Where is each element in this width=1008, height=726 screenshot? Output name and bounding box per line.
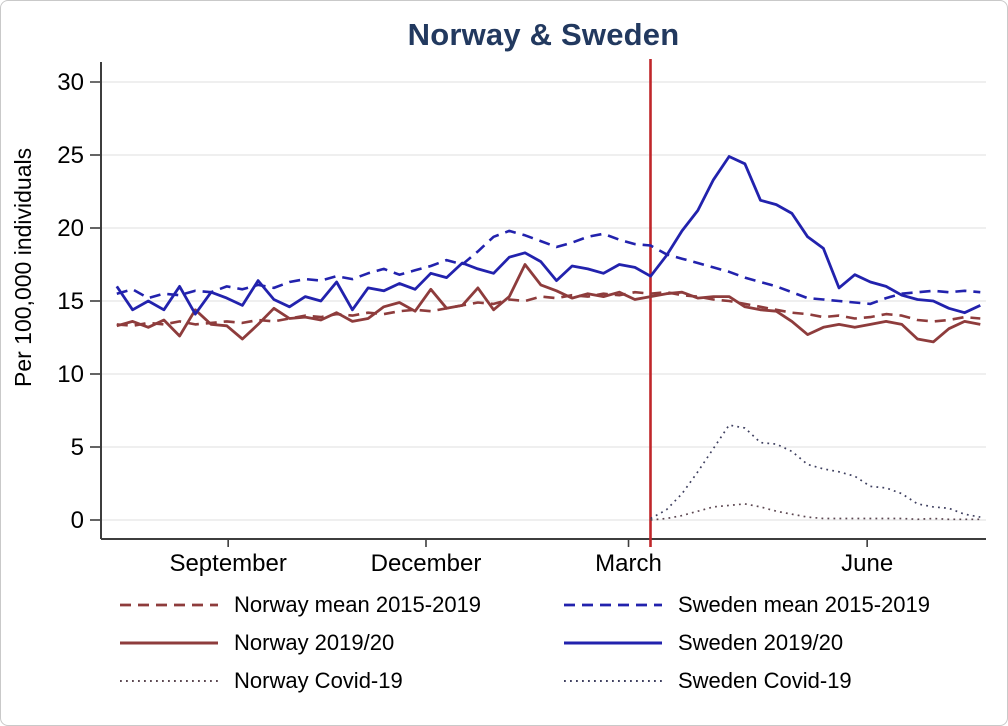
legend-item-sweden-mean: Sweden mean 2015-2019: [563, 593, 979, 617]
ytick-label-15: 15: [57, 288, 84, 315]
ytick-label-0: 0: [71, 507, 84, 534]
legend-item-sweden-201920: Sweden 2019/20: [563, 631, 979, 655]
series-line-norway-covid-19: [650, 503, 981, 521]
series-line-sweden-covid-19: [650, 424, 981, 520]
ytick-label-30: 30: [57, 69, 84, 96]
legend-label-norway-201920: Norway 2019/20: [234, 630, 395, 655]
ytick-label-20: 20: [57, 215, 84, 242]
ytick-label-5: 5: [71, 434, 84, 461]
ytick-label-10: 10: [57, 361, 84, 388]
legend-item-sweden-covid: Sweden Covid-19: [563, 669, 979, 693]
y-axis-title: Per 100,000 individuals: [10, 148, 36, 387]
legend-swatch-norway-mean: [120, 603, 218, 607]
xtick-label-september: September: [169, 550, 286, 577]
legend-item-norway-covid: Norway Covid-19: [119, 669, 563, 693]
series-line-norway-2019-20: [116, 263, 981, 344]
legend-label-sweden-201920: Sweden 2019/20: [678, 630, 844, 655]
series-line-sweden-2019-20: [115, 155, 981, 316]
legend-swatch-sweden-covid: [564, 680, 662, 682]
legend-swatch-sweden-201920: [564, 641, 662, 645]
legend-swatch-norway-covid: [120, 680, 218, 682]
chart-title: Norway & Sweden: [407, 17, 680, 52]
legend-swatch-sweden-mean: [564, 603, 662, 607]
chart-legend: Norway mean 2015-2019 Sweden mean 2015-2…: [119, 593, 979, 693]
legend-item-norway-201920: Norway 2019/20: [119, 631, 563, 655]
legend-label-sweden-covid: Sweden Covid-19: [678, 668, 852, 693]
legend-swatch-norway-201920: [120, 641, 218, 645]
legend-label-norway-mean: Norway mean 2015-2019: [234, 592, 482, 617]
chart-plot-area: 0 5 10 15 20 25 30 September December March June Pe…: [10, 59, 986, 577]
legend-item-norway-mean: Norway mean 2015-2019: [119, 593, 563, 617]
series-line-sweden-mean-2015-2019: [116, 229, 981, 306]
xtick-label-march: March: [595, 550, 662, 577]
xtick-label-december: December: [371, 550, 482, 577]
ytick-label-25: 25: [57, 142, 84, 169]
legend-label-sweden-mean: Sweden mean 2015-2019: [678, 592, 930, 617]
legend-label-norway-covid: Norway Covid-19: [234, 668, 403, 693]
xtick-label-june: June: [841, 550, 893, 577]
